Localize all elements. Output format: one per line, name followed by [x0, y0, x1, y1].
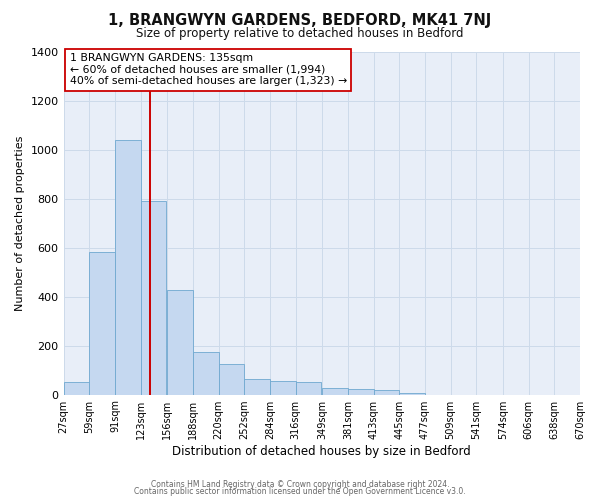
Text: 1, BRANGWYN GARDENS, BEDFORD, MK41 7NJ: 1, BRANGWYN GARDENS, BEDFORD, MK41 7NJ	[109, 12, 491, 28]
Text: Size of property relative to detached houses in Bedford: Size of property relative to detached ho…	[136, 28, 464, 40]
Y-axis label: Number of detached properties: Number of detached properties	[15, 136, 25, 310]
Bar	[322, 388, 348, 394]
Bar	[115, 140, 140, 394]
Bar	[374, 390, 399, 394]
Bar	[399, 392, 425, 394]
Bar	[193, 352, 218, 395]
Bar	[167, 290, 193, 395]
Bar	[140, 201, 166, 394]
Bar	[89, 252, 115, 394]
Text: Contains public sector information licensed under the Open Government Licence v3: Contains public sector information licen…	[134, 488, 466, 496]
X-axis label: Distribution of detached houses by size in Bedford: Distribution of detached houses by size …	[172, 444, 471, 458]
Bar	[296, 382, 322, 394]
Text: Contains HM Land Registry data © Crown copyright and database right 2024.: Contains HM Land Registry data © Crown c…	[151, 480, 449, 489]
Bar	[218, 364, 244, 394]
Bar	[270, 381, 296, 394]
Bar	[64, 382, 89, 394]
Text: 1 BRANGWYN GARDENS: 135sqm
← 60% of detached houses are smaller (1,994)
40% of s: 1 BRANGWYN GARDENS: 135sqm ← 60% of deta…	[70, 53, 347, 86]
Bar	[244, 378, 270, 394]
Bar	[348, 389, 374, 394]
